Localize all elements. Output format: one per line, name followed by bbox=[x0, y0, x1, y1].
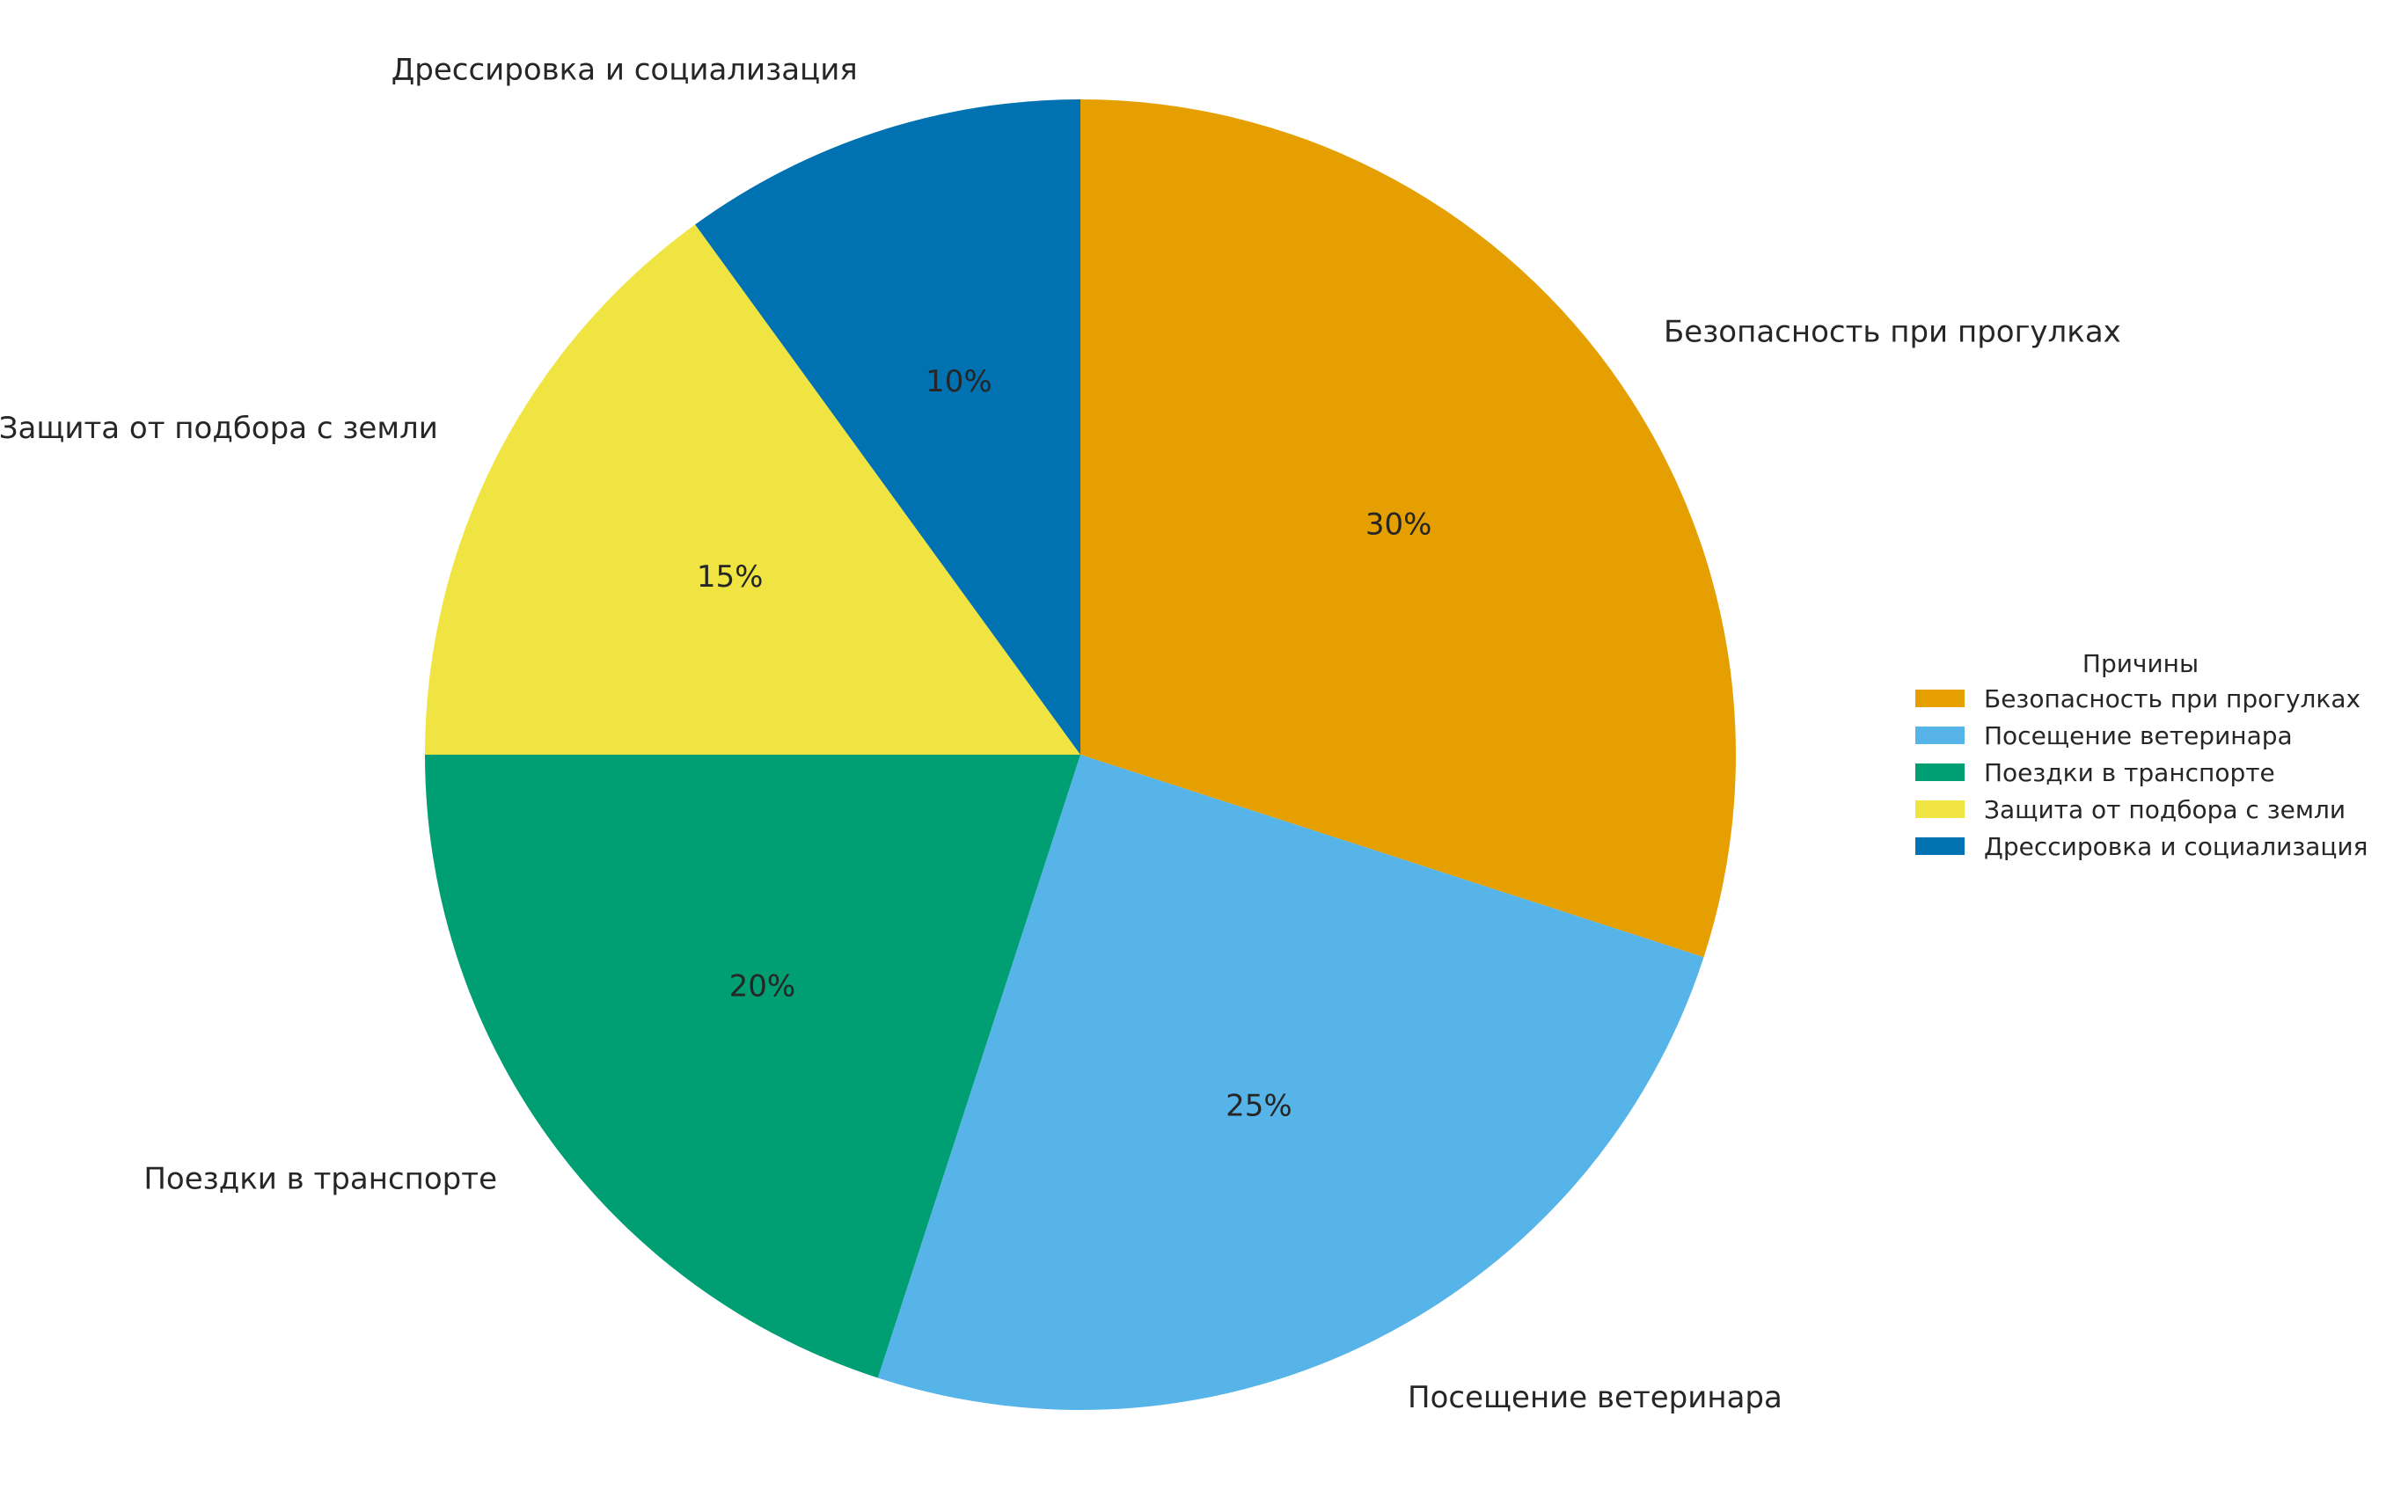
percentage-label: 15% bbox=[697, 559, 764, 595]
legend-entry: Поездки в транспорте bbox=[1984, 758, 2275, 787]
slice-labels: Безопасность при прогулках Посещение вете… bbox=[0, 53, 2121, 1416]
percentage-labels: 30% 25% 20% 15% 10% bbox=[697, 364, 1431, 1123]
legend-title: Причины bbox=[2082, 649, 2199, 678]
slice-label: Безопасность при прогулках bbox=[1664, 314, 2121, 349]
legend-swatch bbox=[1915, 727, 1965, 744]
pie-slice bbox=[425, 224, 1080, 755]
legend-swatch bbox=[1915, 763, 1965, 781]
legend-entry: Безопасность при прогулках bbox=[1984, 684, 2360, 713]
percentage-label: 10% bbox=[926, 364, 992, 399]
pie-slice bbox=[695, 99, 1080, 755]
pie-slices bbox=[425, 99, 1736, 1411]
legend-entry: Защита от подбора с земли bbox=[1984, 795, 2346, 824]
legend-entry: Посещение ветеринара bbox=[1984, 721, 2293, 750]
legend: Причины Безопасность при прогулках Посеще… bbox=[1915, 649, 2368, 861]
legend-swatch bbox=[1915, 800, 1965, 818]
legend-entry: Дрессировка и социализация bbox=[1984, 832, 2368, 861]
percentage-label: 20% bbox=[729, 969, 796, 1004]
slice-label: Посещение ветеринара bbox=[1408, 1380, 1782, 1415]
slice-label: Поездки в транспорте bbox=[143, 1162, 497, 1197]
slice-label: Защита от подбора с земли bbox=[0, 411, 438, 446]
pie-slice bbox=[425, 755, 1080, 1378]
slice-label: Дрессировка и социализация bbox=[392, 53, 858, 88]
pie-slice bbox=[1080, 99, 1736, 958]
percentage-label: 25% bbox=[1226, 1088, 1292, 1123]
percentage-label: 30% bbox=[1365, 507, 1432, 542]
legend-swatch bbox=[1915, 690, 1965, 707]
legend-swatch bbox=[1915, 837, 1965, 855]
pie-slice bbox=[877, 755, 1704, 1411]
